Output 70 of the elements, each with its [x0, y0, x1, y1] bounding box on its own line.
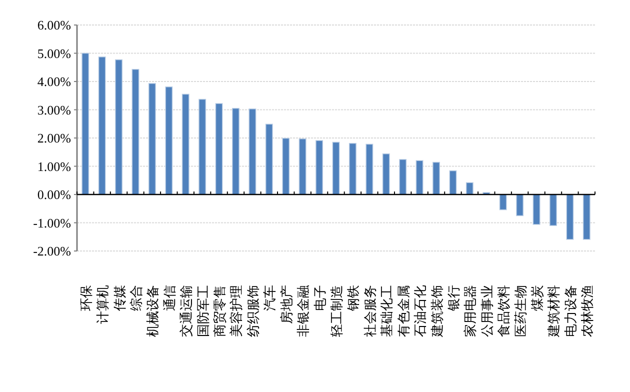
y-tick-label: 5.00% — [37, 46, 72, 61]
bar — [532, 194, 540, 225]
y-tick-label: 1.00% — [37, 158, 72, 174]
bar — [366, 144, 374, 195]
bar — [248, 108, 256, 195]
bar — [382, 153, 390, 195]
x-tick-label: 有色金属 — [396, 285, 412, 337]
x-tick-label: 计算机 — [96, 285, 112, 324]
bar — [316, 140, 324, 195]
bar — [549, 194, 557, 226]
x-tick-label: 公用事业 — [480, 285, 496, 337]
x-tick-label: 商贸零售 — [213, 285, 228, 337]
y-tick-label: 3.00% — [37, 102, 72, 118]
x-tick-label: 电子 — [313, 285, 328, 311]
x-tick-label: 社会服务 — [363, 285, 378, 337]
bar — [499, 194, 507, 210]
y-tick-label: -1.00% — [33, 215, 72, 230]
bar — [165, 86, 173, 195]
bar — [432, 162, 440, 195]
x-tick-label: 电力设备 — [564, 285, 579, 337]
y-tick-label: -2.00% — [33, 244, 72, 259]
y-tick-label: 0.00% — [37, 187, 72, 202]
y-tick-label: 6.00% — [37, 18, 72, 33]
bar — [98, 56, 106, 195]
y-tick-label: 4.00% — [37, 74, 72, 90]
bar — [182, 94, 190, 195]
x-tick-label: 银行 — [446, 285, 462, 312]
x-tick-label: 建筑材料 — [547, 285, 562, 338]
bar — [566, 194, 574, 240]
x-tick-label: 汽车 — [263, 285, 278, 311]
x-tick-label: 纺织服饰 — [246, 285, 262, 337]
bar — [232, 108, 240, 195]
bar — [582, 194, 590, 240]
bar — [148, 83, 156, 195]
x-tick-label: 国防军工 — [196, 285, 212, 337]
x-tick-label: 美容护理 — [228, 285, 245, 337]
bar — [265, 124, 273, 195]
x-tick-label: 农林牧渔 — [580, 285, 596, 337]
x-tick-label: 食品饮料 — [497, 285, 512, 337]
x-tick-label: 非银金融 — [296, 285, 312, 337]
x-tick-label: 钢铁 — [346, 285, 362, 312]
x-tick-label: 石油石化 — [414, 285, 429, 337]
y-tick-label: 2.00% — [37, 130, 72, 146]
x-tick-label: 家用电器 — [462, 285, 479, 337]
x-tick-label: 轻工制造 — [330, 285, 345, 337]
bar — [282, 138, 290, 195]
x-tick-label: 环保 — [79, 285, 94, 311]
x-tick-label: 医药生物 — [514, 285, 529, 337]
x-tick-label: 基础化工 — [380, 285, 396, 337]
bar — [115, 59, 123, 195]
bar — [82, 52, 90, 195]
bar — [132, 68, 140, 195]
x-tick-label: 建筑装饰 — [430, 285, 446, 338]
x-tick-label: 交通运输 — [178, 285, 195, 337]
x-tick-label: 传媒 — [112, 285, 128, 311]
bar — [516, 194, 524, 216]
bar — [399, 159, 407, 195]
bar — [348, 142, 356, 195]
bar — [298, 138, 306, 195]
x-tick-label: 综合 — [129, 285, 144, 311]
x-tick-label: 房地产 — [278, 285, 295, 324]
bar — [198, 98, 206, 195]
bar — [332, 142, 340, 195]
x-tick-label: 通信 — [162, 285, 178, 311]
bar — [449, 170, 457, 195]
x-tick-label: 煤炭 — [530, 285, 546, 311]
bar — [215, 103, 223, 195]
x-tick-label: 机械设备 — [146, 285, 162, 337]
bar — [466, 182, 474, 195]
bar — [416, 160, 424, 195]
